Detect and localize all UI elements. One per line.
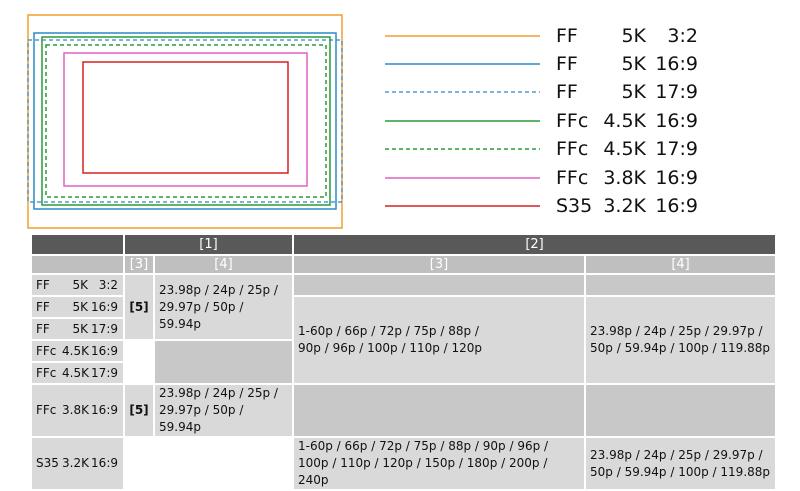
- rate-line: 23.98p / 24p / 25p /: [159, 386, 278, 400]
- rates: 1-60p / 66p / 72p / 75p / 88p / 90p / 96p…: [292, 295, 587, 385]
- aspect: 17:9: [655, 138, 698, 160]
- aspect: 16:9: [91, 299, 118, 314]
- subheader: [4]: [152, 254, 295, 275]
- row-label: FF 5K 16:9: [30, 295, 125, 319]
- aspect: 17:9: [91, 365, 118, 380]
- aspect: 16:9: [655, 167, 698, 189]
- rate-line: 50p / 59.94p / 100p / 119.88p: [590, 464, 771, 479]
- resolution: 4.5K: [62, 365, 89, 380]
- rate-line: 90p / 96p / 100p / 110p / 120p: [298, 341, 483, 355]
- subheader: [3]: [123, 254, 155, 275]
- aspect: 3:2: [667, 25, 698, 47]
- format: FF: [36, 277, 50, 292]
- aspect: 16:9: [91, 403, 118, 417]
- row-label: FFc 4.5K 16:9: [30, 339, 125, 363]
- format: FF: [556, 25, 578, 47]
- rates: 23.98p / 24p / 25p / 29.97p / 50p / 59.94…: [152, 383, 295, 438]
- subheader: [3]: [292, 254, 587, 275]
- rate-line: 50p / 59.94p / 100p / 119.88p: [590, 341, 771, 355]
- resolution: 4.5K: [603, 110, 646, 132]
- aspect: 17:9: [655, 81, 698, 103]
- rates: 1-60p / 66p / 72p / 75p / 88p / 90p / 96…: [292, 436, 587, 491]
- resolution: 3.8K: [603, 167, 646, 189]
- resolution: 5K: [72, 299, 88, 314]
- row-label: FF 5K 3:2: [30, 273, 125, 297]
- header: [1]: [122, 233, 295, 256]
- frame-diagram: [27, 14, 540, 229]
- resolution: 5K: [72, 321, 88, 336]
- format: S35: [36, 456, 59, 470]
- aspect: 16:9: [655, 195, 698, 217]
- format: FFc: [556, 167, 589, 189]
- rate-line: 1-60p / 66p / 72p / 75p / 88p /: [298, 324, 479, 338]
- format: FF: [556, 81, 578, 103]
- aspect: 16:9: [91, 456, 118, 470]
- format: FF: [556, 53, 578, 75]
- rates: 23.98p / 24p / 25p / 29.97p / 50p / 59.94…: [152, 273, 295, 341]
- aspect: 16:9: [655, 110, 698, 132]
- legend-item: S35 3.2K 16:9: [556, 192, 698, 220]
- resolution: 5K: [72, 277, 88, 292]
- resolution: 3.2K: [62, 456, 89, 470]
- header: [2]: [292, 233, 778, 256]
- format: FFc: [556, 138, 589, 160]
- aspect: 16:9: [655, 53, 698, 75]
- format: FF: [36, 299, 50, 314]
- row-label: FF 5K 17:9: [30, 317, 125, 341]
- resolution: 5K: [621, 53, 646, 75]
- legend-item: FFc 3.8K 16:9: [556, 164, 698, 192]
- legend-item: FF 5K 16:9: [556, 50, 698, 78]
- resolution: 5K: [621, 81, 646, 103]
- rate-line: 100p / 110p / 120p / 150p / 180p / 200p …: [298, 456, 548, 487]
- rate-line: 23.98p / 24p / 25p / 29.97p /: [590, 324, 763, 338]
- rates: 23.98p / 24p / 25p / 29.97p / 50p / 59.94…: [584, 295, 778, 385]
- legend-item: FF 5K 3:2: [556, 22, 698, 50]
- row-label: FFc 3.8K 16:9: [30, 383, 125, 438]
- legend-item: FF 5K 17:9: [556, 78, 698, 106]
- aspect: 3:2: [98, 277, 118, 292]
- mark: [5]: [123, 383, 155, 438]
- rate-line: 23.98p / 24p / 25p /: [159, 282, 278, 297]
- resolution: 4.5K: [603, 138, 646, 160]
- aspect: 17:9: [91, 321, 118, 336]
- legend-item: FFc 4.5K 16:9: [556, 107, 698, 135]
- format: FFc: [36, 365, 57, 380]
- rate-line: 29.97p / 50p / 59.94p: [159, 299, 244, 331]
- rate-line: 1-60p / 66p / 72p / 75p / 88p / 90p / 96…: [298, 439, 549, 453]
- format: FFc: [36, 403, 57, 417]
- format: FFc: [556, 110, 589, 132]
- rate-line: 29.97p / 50p / 59.94p: [159, 403, 244, 434]
- row-label: FFc 4.5K 17:9: [30, 361, 125, 385]
- resolution: 3.8K: [62, 403, 89, 417]
- spec-table: [1] [2] [3] [4] [3] [4] FF 5K 3:2 [5] 23.98p / 2…: [30, 233, 778, 491]
- row-label: S35 3.2K 16:9: [30, 436, 125, 491]
- format: FFc: [36, 343, 57, 358]
- rates: 23.98p / 24p / 25p / 29.97p / 50p / 59.94…: [584, 436, 778, 491]
- resolution: 3.2K: [603, 195, 646, 217]
- resolution: 5K: [621, 25, 646, 47]
- format: FF: [36, 321, 50, 336]
- aspect: 16:9: [91, 343, 118, 358]
- resolution: 4.5K: [62, 343, 89, 358]
- subheader: [4]: [584, 254, 778, 275]
- rate-line: 23.98p / 24p / 25p / 29.97p /: [590, 447, 763, 462]
- format: S35: [556, 195, 593, 217]
- legend-item: FFc 4.5K 17:9: [556, 135, 698, 163]
- mark: [5]: [123, 273, 155, 341]
